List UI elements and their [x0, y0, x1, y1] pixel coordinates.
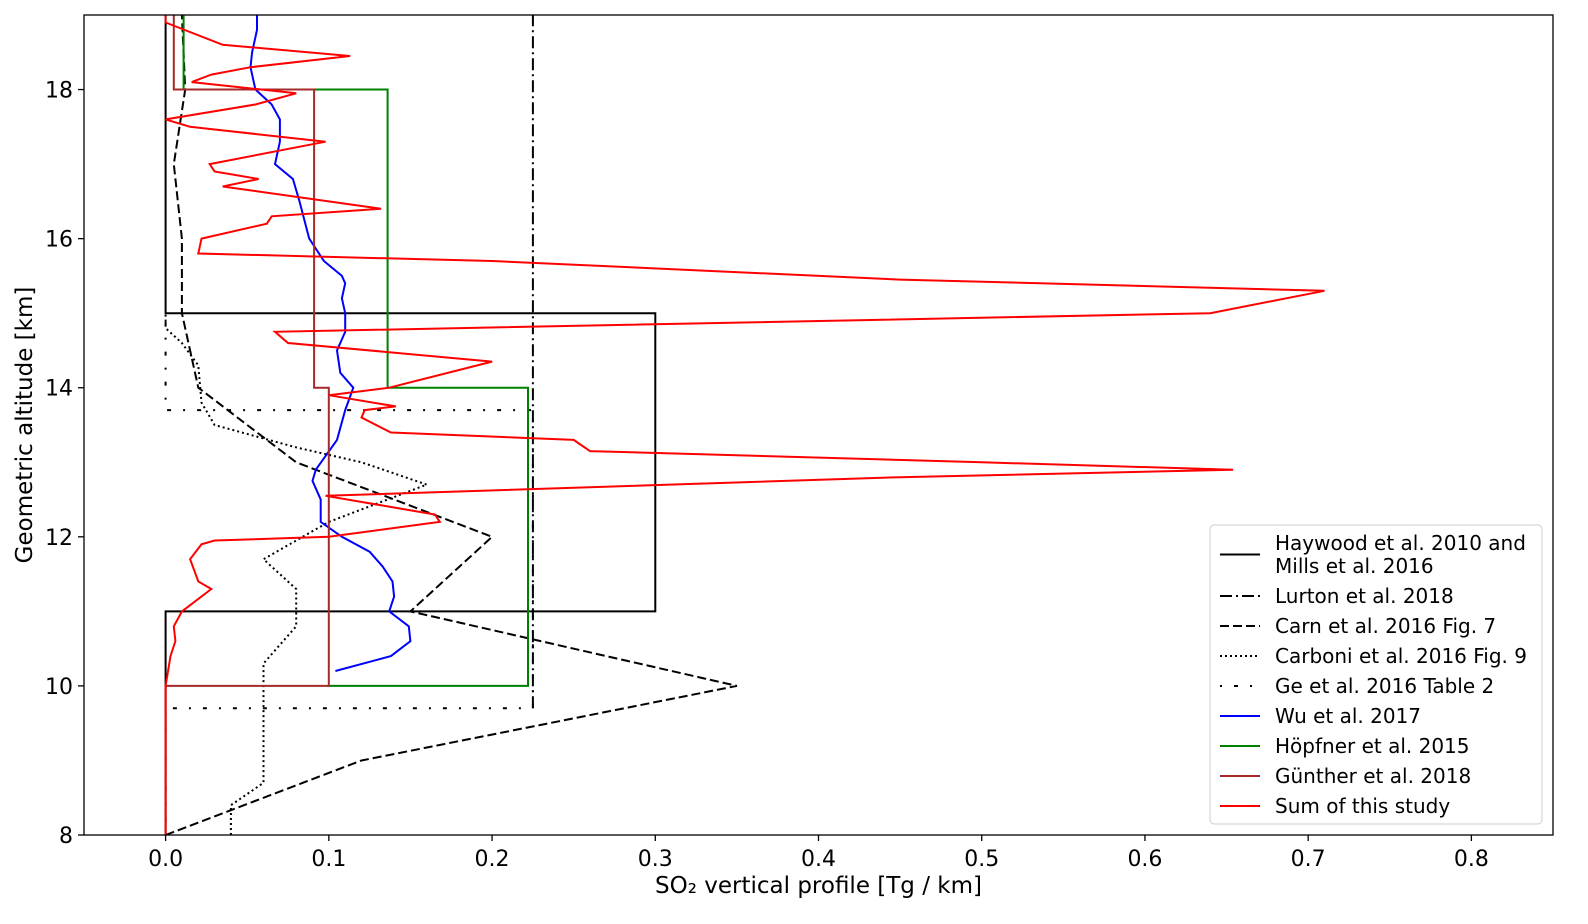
series-line-1	[164, 15, 657, 835]
y-axis-label: Geometric altitude [km]	[12, 287, 38, 564]
x-tick-label: 0.4	[801, 847, 836, 872]
x-axis: 0.0 0.1 0.2 0.3 0.4 0.5 0.6 0.7 0.8	[148, 835, 1489, 872]
legend-label: Höpfner et al. 2015	[1275, 734, 1470, 758]
y-axis: 8 10 12 14 16 18	[45, 79, 84, 849]
legend-label: Mills et al. 2016	[1275, 554, 1434, 578]
legend-label: Ge et al. 2016 Table 2	[1275, 674, 1494, 698]
series-line-6	[249, 15, 412, 672]
y-tick-label: 18	[45, 79, 73, 104]
y-tick-label: 16	[45, 228, 73, 253]
legend-label: Lurton et al. 2018	[1275, 584, 1454, 608]
x-axis-label: SO₂ vertical profile [Tg / km]	[655, 873, 982, 899]
y-tick-label: 8	[59, 824, 73, 849]
legend-label: Carboni et al. 2016 Fig. 9	[1275, 644, 1527, 668]
legend-label: Haywood et al. 2010 and	[1275, 531, 1526, 555]
legend-label: Sum of this study	[1275, 794, 1450, 818]
x-tick-label: 0.8	[1454, 847, 1489, 872]
x-tick-label: 0.7	[1291, 847, 1326, 872]
x-tick-label: 0.1	[311, 847, 346, 872]
y-tick-label: 14	[45, 377, 73, 402]
legend-box	[1209, 524, 1543, 825]
x-tick-label: 0.5	[964, 847, 999, 872]
x-tick-label: 0.6	[1127, 847, 1162, 872]
series-line-8	[164, 15, 330, 835]
x-tick-label: 0.0	[148, 847, 183, 872]
y-tick-label: 10	[45, 675, 73, 700]
x-tick-label: 0.3	[638, 847, 673, 872]
y-tick-label: 12	[45, 526, 73, 551]
legend-label: Wu et al. 2017	[1275, 704, 1421, 728]
x-tick-label: 0.2	[475, 847, 510, 872]
series-layer	[164, 15, 1325, 835]
legend-label: Günther et al. 2018	[1275, 764, 1471, 788]
series-line-9	[164, 15, 1325, 835]
legend-label: Carn et al. 2016 Fig. 7	[1275, 614, 1496, 638]
series-line-3	[165, 15, 738, 835]
